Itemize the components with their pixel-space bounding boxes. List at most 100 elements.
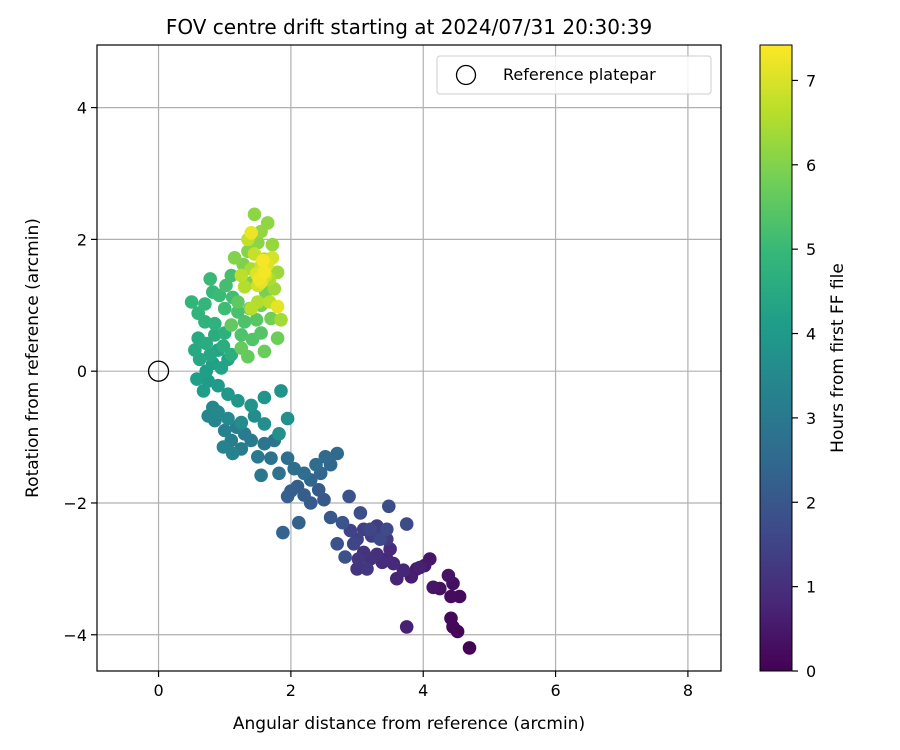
data-point [330,446,345,461]
y-axis-label: Rotation from reference (arcmin) [23,218,43,498]
data-point [270,331,285,346]
data-point [212,288,227,303]
reference-platepar-marker [147,360,170,382]
y-axis-ticks: −4 −2 0 2 4 [63,99,97,645]
data-point [250,450,265,464]
data-point [231,295,245,309]
data-point [227,250,242,265]
data-point [280,489,295,504]
data-point [311,483,326,497]
data-point [254,468,268,483]
data-point [287,461,302,476]
data-point [225,446,240,461]
data-point [426,580,441,595]
data-point [254,326,268,340]
data-point [280,451,295,466]
data-point [373,532,388,546]
data-point [399,620,414,634]
data-point [217,423,232,438]
data-point [462,641,477,655]
plot-frame [96,44,722,672]
data-point [234,328,249,342]
colorbar-tick-label: 6 [806,156,816,175]
data-point [221,387,235,402]
data-point [363,522,378,537]
data-point [237,280,252,294]
data-point [276,525,290,540]
data-point [351,552,366,566]
data-point [270,299,285,314]
data-point [318,450,333,464]
data-point [338,550,352,564]
data-point [211,405,225,419]
data-point [264,451,278,466]
data-point [244,226,258,240]
data-point [441,568,456,583]
data-point [203,272,217,286]
data-point [196,384,211,398]
data-point [184,295,199,309]
colorbar-ticks: 0 1 2 3 4 5 6 7 [792,71,816,681]
data-point [234,341,249,355]
data-point [274,313,288,327]
data-point [382,499,396,514]
data-point [224,347,239,362]
colorbar-tick-label: 1 [806,578,816,597]
colorbar-tick-label: 3 [806,409,816,428]
legend-marker [455,64,477,86]
data-point [335,515,350,530]
data-point [360,562,374,576]
data-point [265,237,280,252]
x-tick-label: 4 [418,681,428,700]
data-point [224,268,239,283]
colorbar-tick-label: 4 [806,325,816,344]
data-point [350,562,364,576]
y-tick-label: 2 [77,230,87,249]
y-tick-label: 4 [77,99,87,118]
legend: Reference platepar [436,55,712,95]
data-point [396,563,411,577]
data-point [237,315,252,329]
data-point [272,466,286,481]
y-tick-label: −4 [63,626,87,645]
data-point [244,301,258,316]
data-point [353,506,368,520]
legend-box [436,55,712,95]
data-point [231,394,245,408]
x-tick-label: 2 [286,681,296,700]
data-point [330,537,345,551]
data-point [346,537,361,551]
data-point [249,313,264,327]
data-point [198,297,212,311]
colorbar-gradient [759,44,793,672]
data-point [309,457,323,472]
data-point [444,589,458,604]
data-point [254,224,268,239]
data-point [323,510,338,525]
data-point [247,207,262,222]
data-point [274,384,288,398]
data-point [292,515,306,530]
data-point [342,489,356,504]
data-point [257,417,272,431]
data-point [224,318,239,332]
data-point [257,344,272,359]
data-point [190,372,204,386]
data-point [272,427,286,441]
grid [97,45,721,671]
data-point [256,253,270,268]
data-point [188,343,202,357]
x-axis-label: Angular distance from reference (arcmin) [233,714,585,734]
data-point [234,268,249,283]
y-tick-label: −2 [63,494,87,513]
x-tick-label: 8 [683,681,693,700]
data-point [264,311,278,326]
data-point [444,611,458,626]
data-points [184,207,477,655]
data-point [203,347,217,362]
colorbar-tick-label: 5 [806,240,816,259]
colorbar: 0 1 2 3 4 5 6 7 Hours from first FF file [759,44,848,681]
data-point [257,390,272,405]
data-point [380,522,394,537]
